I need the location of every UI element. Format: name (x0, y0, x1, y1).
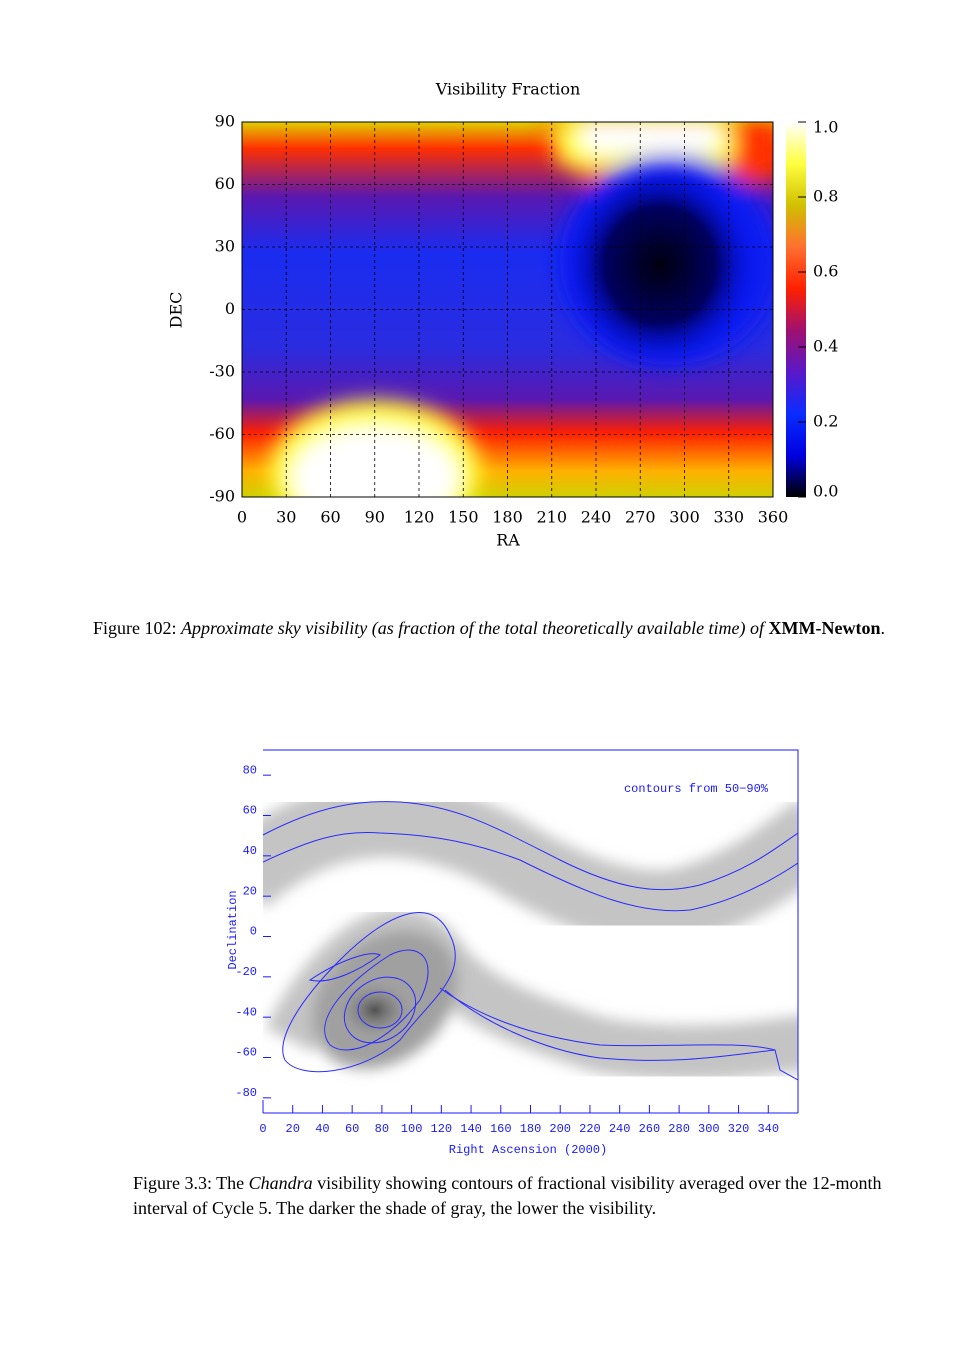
y-tick-label: 90 (215, 112, 235, 131)
y-tick-label: -90 (209, 487, 235, 506)
x-tick-label: 0 (259, 1122, 266, 1136)
y-tick-label: 60 (243, 804, 257, 818)
contour-image (263, 782, 798, 1081)
caption-text: Chandra (248, 1173, 313, 1193)
colorbar-tick-label: 0.2 (813, 412, 838, 431)
x-tick-label: 320 (728, 1122, 750, 1136)
y-tick-label: 80 (243, 763, 257, 777)
caption-text: visibility showing contours of fractiona… (133, 1173, 882, 1218)
x-tick-label: 360 (758, 508, 789, 527)
colorbar-tick-label: 0.8 (813, 187, 838, 206)
y-tick-label: -60 (235, 1046, 257, 1060)
x-tick-label: 330 (713, 508, 744, 527)
x-tick-label: 40 (315, 1122, 329, 1136)
chart-title: Visibility Fraction (435, 80, 581, 99)
x-tick-label: 270 (625, 508, 656, 527)
colorbar-tick-label: 1.0 (813, 118, 838, 137)
x-tick-label: 160 (490, 1122, 512, 1136)
caption: Figure 3.3: The Chandra visibility showi… (133, 1171, 903, 1221)
x-tick-label: 140 (460, 1122, 482, 1136)
caption-text: Figure 3.3: The (133, 1173, 249, 1193)
x-tick-label: 180 (520, 1122, 542, 1136)
x-tick-label: 100 (401, 1122, 423, 1136)
x-tick-label: 210 (536, 508, 567, 527)
caption-text: XMM-Newton (768, 618, 881, 638)
x-tick-label: 240 (609, 1122, 631, 1136)
x-tick-label: 260 (639, 1122, 661, 1136)
x-tick-label: 340 (757, 1122, 779, 1136)
plot-frame (263, 749, 799, 1113)
x-axis-label: Right Ascension (2000) (449, 1143, 607, 1157)
caption-text: . (880, 618, 886, 638)
x-tick-label: 200 (549, 1122, 571, 1136)
x-axis-label: RA (496, 531, 520, 550)
y-tick-label: -60 (209, 424, 235, 443)
y-tick-label: -30 (209, 362, 235, 381)
x-tick-label: 80 (375, 1122, 389, 1136)
x-tick-label: 300 (669, 508, 700, 527)
caption: Figure 102: Approximate sky visibility (… (93, 616, 908, 641)
x-tick-label: 300 (698, 1122, 720, 1136)
x-tick-label: 90 (365, 508, 385, 527)
x-tick-label: 60 (320, 508, 340, 527)
y-tick-label: 20 (243, 884, 257, 898)
colorbar-tick-label: 0.0 (813, 482, 838, 501)
y-tick-label: 0 (250, 925, 257, 939)
y-tick-label: 60 (215, 174, 235, 193)
x-tick-label: 120 (431, 1122, 453, 1136)
x-tick-label: 60 (345, 1122, 359, 1136)
caption-text: Approximate sky visibility (as fraction … (181, 618, 769, 638)
x-tick-label: 220 (579, 1122, 601, 1136)
y-tick-label: -80 (235, 1086, 257, 1100)
figure-chandra: contours from 50−90% Right Ascension (20… (226, 749, 799, 1157)
x-tick-label: 240 (581, 508, 612, 527)
colorbar (786, 122, 806, 497)
colorbar-tick-label: 0.6 (813, 262, 838, 281)
figure-xmm: Visibility Fraction RA DEC 0 30 60 90 120 150… (167, 80, 839, 550)
y-tick-label: 30 (215, 237, 235, 256)
y-tick-label: 0 (225, 299, 235, 318)
x-tick-label: 120 (404, 508, 435, 527)
x-tick-label: 0 (237, 508, 247, 527)
y-tick-label: 40 (243, 844, 257, 858)
x-tick-label: 20 (286, 1122, 300, 1136)
annotation: contours from 50−90% (624, 782, 769, 796)
y-axis-label: Declination (226, 890, 240, 969)
y-tick-label: -20 (235, 965, 257, 979)
y-axis-label: DEC (167, 292, 186, 329)
x-tick-label: 180 (492, 508, 523, 527)
heatmap-image (242, 122, 773, 497)
x-tick-label: 150 (448, 508, 479, 527)
caption-text: Figure 102: (93, 618, 181, 638)
x-tick-label: 30 (276, 508, 296, 527)
colorbar-tick-label: 0.4 (813, 337, 838, 356)
y-tick-label: -40 (235, 1005, 257, 1019)
x-tick-label: 280 (668, 1122, 690, 1136)
